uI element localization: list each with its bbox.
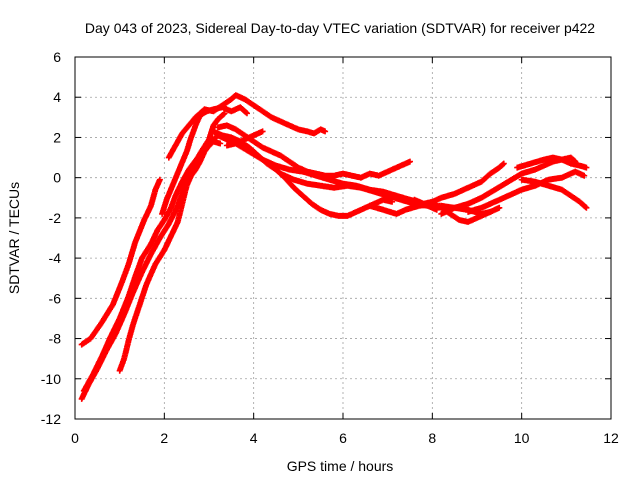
- satellite-track-13: [411, 160, 507, 207]
- x-tick-label: 0: [71, 430, 79, 446]
- x-tick-label: 12: [603, 430, 619, 446]
- y-tick-label: -10: [41, 371, 61, 387]
- axis-ticks: 0 2 4 6 8 10 12 -12 -10 -8 -6 -4 -2 0 2 4 6: [41, 49, 619, 446]
- satellite-track-10: [223, 128, 266, 149]
- x-tick-label: 4: [250, 430, 258, 446]
- satellite-track-1: [78, 176, 163, 348]
- y-tick-label: 4: [53, 89, 61, 105]
- y-tick-label: -2: [49, 210, 62, 226]
- data-marks: [78, 92, 590, 402]
- satellite-track-14: [438, 156, 590, 217]
- plus-markers: [116, 132, 226, 374]
- y-tick-label: -4: [49, 250, 62, 266]
- plus-markers: [411, 160, 507, 207]
- chart-title: Day 043 of 2023, Sidereal Day-to-day VTE…: [85, 20, 595, 36]
- plus-markers: [78, 176, 163, 348]
- satellite-track-15: [465, 168, 588, 215]
- satellite-track-16: [514, 154, 579, 171]
- plus-markers: [438, 156, 590, 217]
- satellite-track-17: [518, 176, 590, 211]
- satellite-track-6: [165, 92, 329, 161]
- x-tick-label: 8: [428, 430, 436, 446]
- x-tick-label: 10: [514, 430, 530, 446]
- x-tick-label: 6: [339, 430, 347, 446]
- y-tick-label: -8: [49, 331, 62, 347]
- y-tick-label: -6: [49, 290, 62, 306]
- plus-markers: [223, 128, 266, 149]
- satellite-track-4: [116, 132, 226, 374]
- y-tick-label: 6: [53, 49, 61, 65]
- y-tick-label: 0: [53, 170, 61, 186]
- plus-markers: [465, 168, 588, 215]
- y-axis-label: SDTVAR / TECUs: [6, 182, 22, 294]
- x-tick-label: 2: [160, 430, 168, 446]
- plus-markers: [514, 154, 579, 171]
- x-axis-label: GPS time / hours: [287, 458, 394, 474]
- plus-markers: [518, 176, 590, 211]
- y-tick-label: -12: [41, 411, 61, 427]
- y-tick-label: 2: [53, 129, 61, 145]
- plus-markers: [165, 92, 329, 161]
